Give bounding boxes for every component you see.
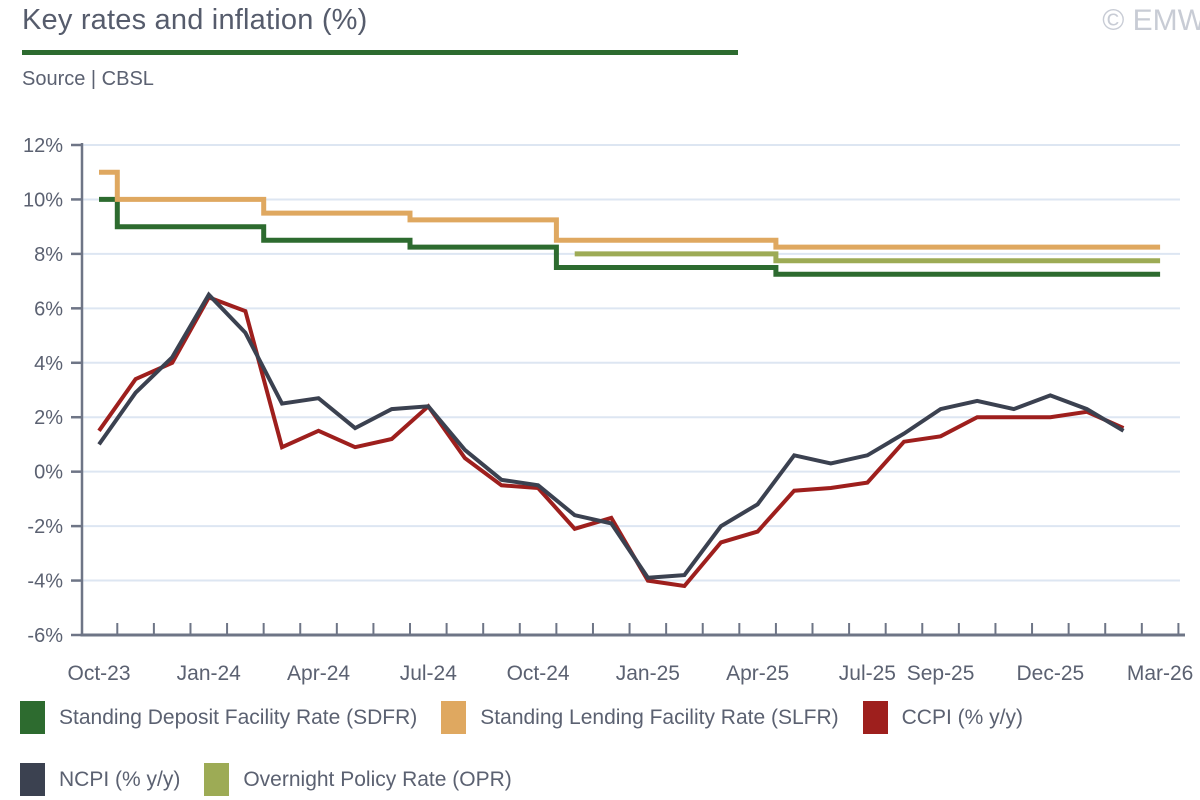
axes <box>80 143 1185 637</box>
y-tick-label: -2% <box>27 516 63 538</box>
x-tick-label: Oct-23 <box>67 662 130 685</box>
x-ticks <box>116 623 1180 635</box>
legend: Standing Deposit Facility Rate (SDFR) St… <box>20 701 1198 796</box>
legend-item-slfr: Standing Lending Facility Rate (SLFR) <box>441 701 839 734</box>
watermark: © EMW <box>1102 4 1200 37</box>
x-tick-label: Sep-25 <box>907 662 975 685</box>
x-tick-label: Apr-25 <box>726 662 789 685</box>
legend-item-sdfr: Standing Deposit Facility Rate (SDFR) <box>20 701 417 734</box>
y-tick-label: 12% <box>23 135 63 157</box>
source-label: Source | CBSL <box>22 68 154 90</box>
x-tick-label: Jan-24 <box>177 662 242 685</box>
series <box>97 169 1161 589</box>
x-tick-label: Dec-25 <box>1016 662 1084 685</box>
legend-swatch-ncpi <box>20 763 45 796</box>
legend-label-slfr: Standing Lending Facility Rate (SLFR) <box>480 705 839 729</box>
x-tick-label: Mar-26 <box>1127 662 1194 685</box>
legend-swatch-ccpi <box>862 701 888 734</box>
y-tick-label: 6% <box>34 298 63 320</box>
ncpi-line <box>97 291 1125 580</box>
ccpi-line <box>97 294 1125 589</box>
legend-label-opr: Overnight Policy Rate (OPR) <box>243 767 512 791</box>
y-tick-label: 0% <box>34 462 63 484</box>
slfr-line <box>99 169 1161 250</box>
title-underline <box>22 50 738 55</box>
x-tick-label: Jul-25 <box>839 662 896 685</box>
legend-row-2: NCPI (% y/y) Overnight Policy Rate (OPR) <box>20 763 1198 796</box>
legend-swatch-sdfr <box>20 701 45 734</box>
y-ticks <box>71 143 82 637</box>
y-tick-label: -6% <box>27 625 63 647</box>
y-tick-label: 8% <box>34 244 63 266</box>
sdfr-line <box>99 196 1161 277</box>
legend-item-ncpi: NCPI (% y/y) <box>20 763 180 796</box>
y-tick-label: 2% <box>34 407 63 429</box>
y-tick-label: 4% <box>34 353 63 375</box>
x-tick-label: Jan-25 <box>616 662 680 685</box>
legend-label-ccpi: CCPI (% y/y) <box>901 705 1023 729</box>
opr-line <box>574 251 1161 264</box>
legend-row-1: Standing Deposit Facility Rate (SDFR) St… <box>20 701 1198 734</box>
legend-swatch-slfr <box>441 701 467 734</box>
legend-item-opr: Overnight Policy Rate (OPR) <box>204 763 512 796</box>
x-tick-label: Oct-24 <box>507 662 570 685</box>
legend-swatch-opr <box>204 763 230 796</box>
legend-item-ccpi: CCPI (% y/y) <box>862 701 1023 734</box>
y-tick-label: -4% <box>27 571 63 593</box>
legend-label-sdfr: Standing Deposit Facility Rate (SDFR) <box>59 705 418 729</box>
chart-title: Key rates and inflation (%) <box>22 4 368 36</box>
x-tick-labels: Oct-23 Jan-24 Apr-24 Jul-24 Oct-24 Jan-25 Apr-… <box>67 662 1193 685</box>
y-tick-label: 10% <box>23 189 63 211</box>
y-tick-labels: 12% 10% 8% 6% 4% 2% 0% -2% -4% -6% <box>23 135 63 647</box>
y-gridlines <box>82 144 1180 582</box>
x-tick-label: Apr-24 <box>287 662 350 685</box>
legend-label-ncpi: NCPI (% y/y) <box>59 767 181 791</box>
x-tick-label: Jul-24 <box>400 662 458 685</box>
